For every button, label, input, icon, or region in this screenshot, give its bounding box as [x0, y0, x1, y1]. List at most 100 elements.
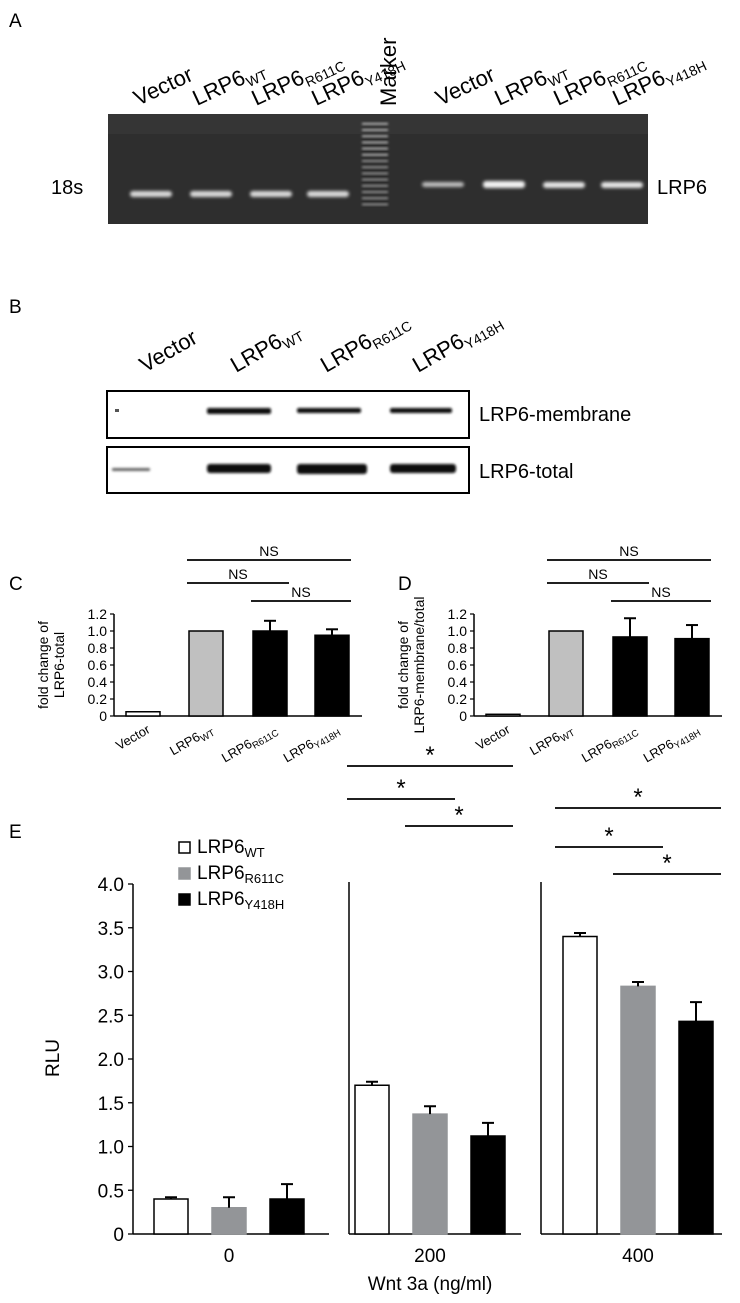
x-tick-label: LRP6R611C	[219, 722, 281, 768]
gel-marker-band	[362, 203, 388, 206]
bar	[562, 935, 598, 1235]
ns-label: NS	[651, 584, 670, 600]
y-tick-label: 0.5	[98, 1181, 124, 1202]
legend-swatch	[178, 893, 191, 906]
x-tick-label: LRP6R611C	[579, 722, 641, 768]
y-tick-label: 0.8	[88, 640, 108, 656]
bar	[314, 634, 350, 717]
y-axis-label: RLU	[43, 1039, 64, 1077]
legend-label: LRP6WT	[197, 837, 265, 860]
y-tick-label: 0.2	[448, 691, 468, 707]
blot-band-membrane	[297, 408, 361, 413]
ns-label: NS	[259, 543, 278, 559]
bar	[153, 1198, 189, 1235]
y-tick-label: 1.0	[98, 1138, 124, 1159]
bar	[252, 630, 288, 717]
bar	[470, 1135, 506, 1235]
y-axis-label: fold change of	[35, 621, 51, 709]
blot-band-total	[390, 464, 456, 473]
legend-label: LRP6R611C	[197, 863, 284, 886]
blot-band-total	[207, 464, 271, 473]
panel-label-d: D	[398, 574, 412, 595]
gel-lane-label: Vector	[130, 62, 197, 111]
gel-band-18s	[307, 191, 349, 197]
gel-marker-band	[362, 160, 388, 162]
blot-band-membrane-vector	[115, 409, 119, 412]
blot-lane-label: Vector	[135, 324, 202, 377]
blot-band-total-vector	[112, 468, 150, 471]
gel-band-18s	[130, 191, 172, 197]
x-tick-label: LRP6WT	[527, 722, 577, 761]
y-tick-label: 0.4	[448, 674, 468, 690]
gel-marker-band	[362, 178, 388, 181]
x-tick-label: 400	[622, 1246, 654, 1267]
y-axis-label: fold change of	[395, 621, 411, 709]
legend-label: LRP6Y418H	[197, 889, 284, 912]
y-tick-label: 4.0	[98, 875, 124, 896]
gel-band-lrp6	[483, 181, 525, 188]
gel-marker-band	[362, 141, 388, 144]
bar	[188, 630, 224, 717]
gel-marker-band	[362, 172, 388, 175]
x-tick-label: 200	[414, 1246, 446, 1267]
gel-marker-band	[362, 129, 388, 131]
ns-label: NS	[291, 584, 310, 600]
blot-lane-label: LRP6R611C	[316, 307, 415, 380]
bar	[269, 1198, 305, 1235]
legend-swatch	[178, 841, 191, 854]
y-tick-label: 1.2	[448, 606, 468, 622]
x-tick-label: LRP6WT	[167, 722, 217, 761]
significance-star: *	[633, 784, 642, 811]
bar	[412, 1113, 448, 1235]
x-axis-label: Wnt 3a (ng/ml)	[368, 1274, 493, 1295]
gel-band-label-18s: 18s	[51, 177, 83, 199]
panel-label-c: C	[9, 574, 23, 595]
bar	[211, 1207, 247, 1235]
bar	[485, 713, 521, 717]
blot-band-total	[297, 464, 367, 474]
y-tick-label: 0	[99, 708, 107, 724]
gel-marker-band	[362, 135, 388, 137]
significance-star: *	[662, 850, 671, 877]
y-tick-label: 2.0	[98, 1050, 124, 1071]
gel-marker-band	[362, 154, 388, 156]
legend-swatch	[178, 867, 191, 880]
gel-lane-label: LRP6Y418H	[609, 47, 710, 114]
gel-band-18s	[190, 191, 232, 197]
significance-star: *	[454, 802, 463, 829]
x-tick-label: Vector	[473, 721, 513, 753]
bar	[620, 985, 656, 1235]
bar	[612, 636, 648, 717]
gel-lane-label: Vector	[432, 62, 499, 111]
bar	[125, 711, 161, 717]
y-tick-label: 0.6	[448, 657, 468, 673]
gel-bands	[130, 123, 643, 206]
significance-star: *	[396, 775, 405, 802]
x-tick-label: 0	[224, 1246, 235, 1267]
x-tick-label: LRP6Y418H	[281, 722, 343, 768]
gel-marker-band	[362, 123, 388, 125]
ns-label: NS	[228, 566, 247, 582]
ns-label: NS	[619, 543, 638, 559]
blot-band-membrane	[207, 408, 271, 414]
y-tick-label: 0.4	[88, 674, 108, 690]
y-tick-label: 3.0	[98, 963, 124, 984]
bar	[548, 630, 584, 717]
blot-row-label-total: LRP6-total	[479, 461, 574, 483]
ns-label: NS	[588, 566, 607, 582]
y-tick-label: 1.5	[98, 1094, 124, 1115]
blot-band-membrane	[390, 408, 452, 413]
significance-star: *	[604, 823, 613, 850]
y-tick-label: 1.2	[88, 606, 108, 622]
y-tick-label: 3.5	[98, 919, 124, 940]
y-tick-label: 1.0	[448, 623, 468, 639]
gel-marker-band	[362, 166, 388, 168]
gel-band-lrp6	[543, 182, 585, 188]
gel-lane-label-marker: Marker	[376, 38, 401, 106]
panel-label-e: E	[9, 822, 22, 843]
gel-marker-band	[362, 185, 388, 187]
significance-star: *	[425, 742, 434, 769]
